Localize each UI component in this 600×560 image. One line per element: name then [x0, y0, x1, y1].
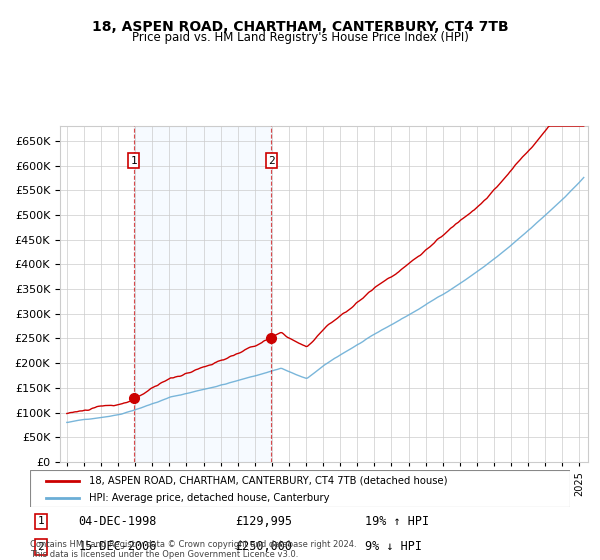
Bar — [134, 126, 271, 462]
Text: £250,000: £250,000 — [235, 540, 292, 553]
Text: Contains HM Land Registry data © Crown copyright and database right 2024.
This d: Contains HM Land Registry data © Crown c… — [30, 540, 356, 559]
Text: £129,995: £129,995 — [235, 515, 292, 528]
FancyBboxPatch shape — [30, 470, 570, 507]
Text: 2: 2 — [37, 542, 44, 552]
Text: 2: 2 — [268, 156, 275, 166]
Text: 9% ↓ HPI: 9% ↓ HPI — [365, 540, 422, 553]
Text: 18, ASPEN ROAD, CHARTHAM, CANTERBURY, CT4 7TB: 18, ASPEN ROAD, CHARTHAM, CANTERBURY, CT… — [92, 20, 508, 34]
Text: 19% ↑ HPI: 19% ↑ HPI — [365, 515, 429, 528]
Text: 18, ASPEN ROAD, CHARTHAM, CANTERBURY, CT4 7TB (detached house): 18, ASPEN ROAD, CHARTHAM, CANTERBURY, CT… — [89, 475, 448, 486]
Text: 04-DEC-1998: 04-DEC-1998 — [79, 515, 157, 528]
Text: 1: 1 — [37, 516, 44, 526]
Text: 1: 1 — [130, 156, 137, 166]
Text: HPI: Average price, detached house, Canterbury: HPI: Average price, detached house, Cant… — [89, 493, 330, 503]
Text: 15-DEC-2006: 15-DEC-2006 — [79, 540, 157, 553]
Text: Price paid vs. HM Land Registry's House Price Index (HPI): Price paid vs. HM Land Registry's House … — [131, 31, 469, 44]
